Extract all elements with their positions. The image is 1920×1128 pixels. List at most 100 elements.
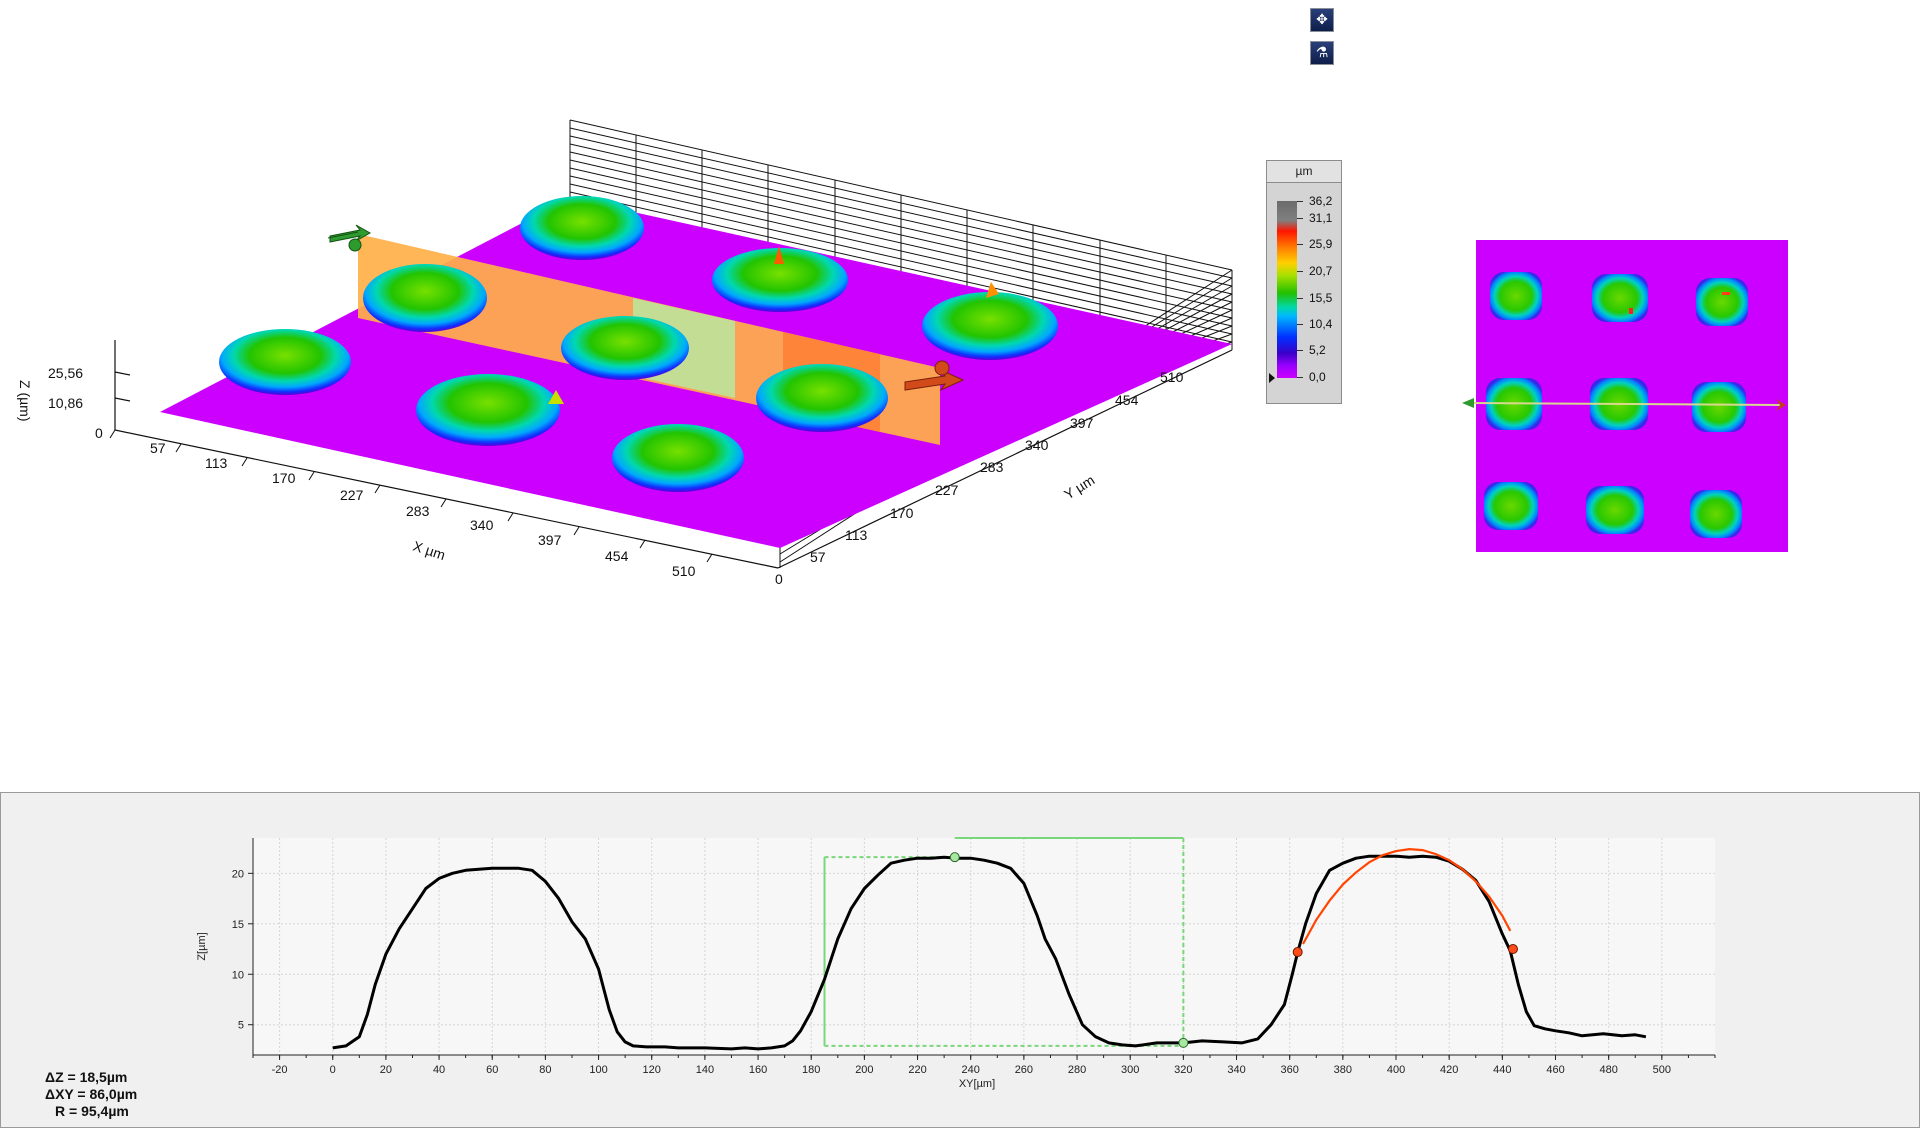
legend-label: 0,0	[1309, 370, 1326, 384]
x-tick-label: 20	[380, 1064, 392, 1076]
y-tick-label: 20	[232, 868, 244, 880]
surface-bumps	[219, 196, 1058, 492]
y-tick-label: 0	[775, 571, 783, 587]
x-axis-title: XY[µm]	[959, 1078, 995, 1090]
surface-3d-view[interactable]: Z (µm) 25,56 10,86 0 57 113 170 227 283 …	[0, 0, 1920, 780]
delta-xy-value: ΔXY = 86,0µm	[45, 1086, 138, 1102]
x-tick-label: 40	[433, 1064, 445, 1076]
plot-area	[253, 838, 1715, 1055]
measure-marker[interactable]	[1178, 1037, 1189, 1048]
legend-label: 36,2	[1309, 194, 1333, 208]
x-tick-label: 60	[486, 1064, 498, 1076]
delta-z-value: ΔZ = 18,5µm	[45, 1069, 128, 1085]
measure-marker[interactable]	[1507, 944, 1518, 955]
color-scale-bar	[1277, 201, 1297, 378]
profile-series-line	[332, 854, 1647, 1051]
y-tick-label: 10	[232, 969, 244, 981]
x-axis-ticks-marks	[109, 429, 713, 563]
legend-tick	[1297, 324, 1303, 325]
x-tick-label: 80	[539, 1064, 551, 1076]
top-end-arrow-icon[interactable]	[1776, 399, 1786, 411]
front-axes	[114, 340, 1233, 569]
x-tick-label: 500	[1653, 1064, 1671, 1076]
x-tick-label: 260	[1015, 1064, 1033, 1076]
profile-panel: -20 0 20 40 60 80 100 120 140 160 180 200 220 240 260 2…	[0, 792, 1920, 1128]
x-tick-label: 113	[205, 455, 228, 471]
x-tick-label: 420	[1440, 1064, 1458, 1076]
z-tick-1: 25,56	[48, 365, 83, 381]
x-tick-label: 220	[908, 1064, 926, 1076]
z-tick-2: 10,86	[48, 395, 83, 411]
view-toolbar: ✥ ⚗	[1310, 8, 1336, 74]
x-tick-label: 160	[749, 1064, 767, 1076]
y-tick-label: 454	[1115, 392, 1139, 408]
legend-label: 25,9	[1309, 237, 1333, 251]
x-tick-label: 280	[1068, 1064, 1086, 1076]
profile-end-handle[interactable]	[904, 360, 965, 392]
x-tick-label: 340	[470, 517, 494, 533]
x-tick-label: 300	[1121, 1064, 1139, 1076]
y-axis-title: Z[µm]	[196, 932, 208, 960]
y-tick-label: 283	[980, 459, 1004, 475]
x-tick-label: 510	[672, 563, 696, 579]
x-tick-label: 340	[1227, 1064, 1245, 1076]
radius-value: R = 95,4µm	[55, 1103, 129, 1119]
y-tick-label: 340	[1025, 437, 1049, 453]
x-tick-label: 454	[605, 548, 629, 564]
legend-tick	[1297, 377, 1303, 378]
x-tick-label: 57	[150, 440, 166, 456]
y-tick-label: 57	[810, 549, 826, 565]
x-tick-label: 140	[696, 1064, 714, 1076]
measure-marker[interactable]	[949, 852, 960, 863]
profile-line-top-view	[1469, 402, 1783, 406]
top-view-map[interactable]	[1462, 240, 1788, 552]
back-wall-grid	[569, 119, 1233, 350]
x-tick-label: 360	[1281, 1064, 1299, 1076]
measure-marker[interactable]	[1292, 947, 1303, 958]
fit-arc-line	[1302, 847, 1512, 945]
x-tick-label: 440	[1493, 1064, 1511, 1076]
x-tick-label: 0	[95, 425, 103, 441]
legend-label: 31,1	[1309, 211, 1333, 225]
measurement-readout: ΔZ = 18,5µm ΔXY = 86,0µm R = 95,4µm	[45, 1069, 137, 1120]
x-tick-label: 400	[1387, 1064, 1405, 1076]
legend-label: 5,2	[1309, 343, 1326, 357]
y-tick-label: 227	[935, 482, 959, 498]
color-scale-legend: µm 36,2 31,1 25,9 20,7 15,5 10,4 5,2 0,0	[1266, 160, 1342, 404]
profile-tool-icon[interactable]: ⚗	[1310, 41, 1334, 65]
legend-tick	[1297, 201, 1303, 202]
legend-pointer-icon[interactable]	[1269, 373, 1275, 383]
x-tick-label: 200	[855, 1064, 873, 1076]
legend-tick	[1297, 218, 1303, 219]
x-tick-label: 100	[589, 1064, 607, 1076]
top-view-bumps	[1484, 272, 1748, 538]
x-tick-label: 170	[272, 470, 296, 486]
x-tick-label: 0	[330, 1064, 336, 1076]
legend-label: 20,7	[1309, 264, 1333, 278]
y-tick-label: 170	[890, 505, 914, 521]
x-tick-label: -20	[272, 1064, 288, 1076]
y-tick-label: 113	[845, 527, 868, 543]
x-tick-label: 240	[962, 1064, 980, 1076]
x-tick-label: 180	[802, 1064, 820, 1076]
x-axis-label: X µm	[411, 538, 447, 563]
y-tick-label: 510	[1160, 369, 1184, 385]
y-axis-label: Y µm	[1061, 472, 1097, 503]
x-tick-label: 380	[1334, 1064, 1352, 1076]
x-tick-label: 460	[1546, 1064, 1564, 1076]
x-tick-label: 397	[538, 532, 562, 548]
x-tick-label: 283	[406, 503, 430, 519]
y-tick-label: 5	[238, 1020, 244, 1032]
top-start-arrow-icon[interactable]	[1462, 398, 1474, 408]
x-tick-label: 120	[643, 1064, 661, 1076]
profile-chart[interactable]: -20 0 20 40 60 80 100 120 140 160 180 200 220 240 260 2…	[1, 793, 1919, 1127]
x-tick-label: 227	[340, 487, 364, 503]
legend-unit: µm	[1267, 161, 1341, 183]
profile-start-handle[interactable]	[327, 224, 372, 252]
legend-label: 10,4	[1309, 317, 1333, 331]
crosshair-icon[interactable]: ✥	[1310, 8, 1334, 32]
z-axis-label: Z (µm)	[17, 380, 33, 422]
x-tick-label: 320	[1174, 1064, 1192, 1076]
legend-tick	[1297, 298, 1303, 299]
legend-tick	[1297, 244, 1303, 245]
